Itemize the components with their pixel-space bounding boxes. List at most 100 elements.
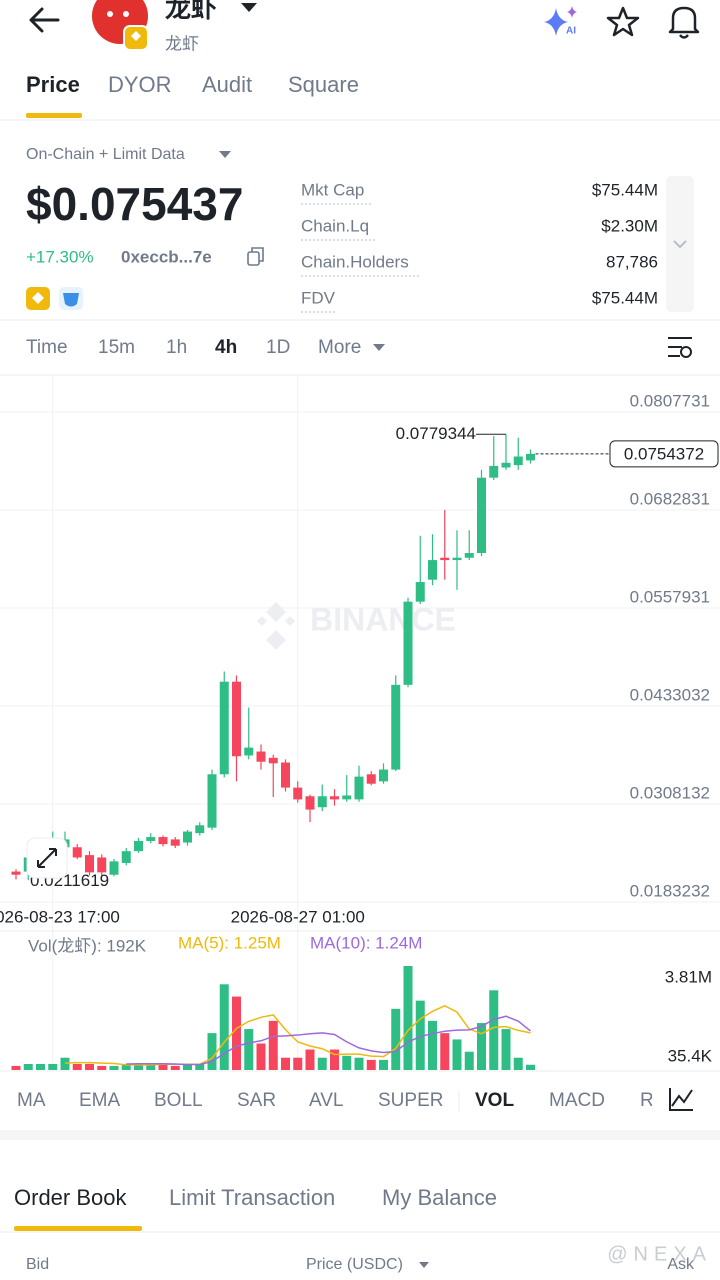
ai-button[interactable]: AI bbox=[544, 6, 577, 37]
interval[interactable]: 15m bbox=[98, 337, 135, 358]
stat-label[interactable]: Chain.Holders bbox=[301, 252, 409, 271]
indicator-tab[interactable]: AVL bbox=[309, 1090, 344, 1111]
y-tick-label: 0.0807731 bbox=[630, 391, 710, 410]
indicator-tab[interactable]: BOLL bbox=[154, 1090, 203, 1111]
candle-body bbox=[134, 840, 143, 852]
candle-body bbox=[342, 795, 352, 800]
volume-bar bbox=[452, 1039, 462, 1070]
y-tick-label: 0.0183232 bbox=[630, 881, 710, 900]
indicator-tab[interactable]: SUPER bbox=[378, 1090, 443, 1111]
volume-bar bbox=[146, 1063, 156, 1070]
back-button[interactable] bbox=[29, 7, 60, 33]
y-tick-label: 0.0433032 bbox=[630, 685, 710, 704]
binance-watermark-logo bbox=[257, 602, 295, 650]
interval[interactable]: 4h bbox=[215, 337, 237, 358]
candle-body bbox=[330, 796, 339, 800]
column-header: Ask bbox=[667, 1256, 695, 1273]
volume-bar bbox=[526, 1064, 535, 1070]
candle-body bbox=[526, 453, 535, 461]
ma5-legend: MA(5): 1.25M bbox=[178, 933, 281, 952]
candle-body bbox=[158, 837, 168, 845]
volume-bar bbox=[60, 1057, 70, 1070]
candle-body bbox=[97, 857, 107, 873]
volume-bar bbox=[330, 1049, 339, 1070]
volume-bar bbox=[403, 966, 413, 1070]
volume-bar bbox=[36, 1063, 45, 1070]
indicator-tab[interactable]: EMA bbox=[79, 1090, 121, 1111]
candle-body bbox=[317, 796, 327, 808]
column-header[interactable]: Price (USDC) bbox=[306, 1256, 403, 1273]
volume-bar bbox=[464, 1051, 474, 1070]
candle-body bbox=[415, 582, 425, 602]
contract-address: 0xeccb...7e bbox=[121, 247, 212, 266]
candle-body bbox=[219, 681, 229, 775]
indicator-settings[interactable] bbox=[669, 1088, 693, 1111]
stat-value: $75.44M bbox=[592, 288, 658, 307]
stat-label[interactable]: Chain.Lq bbox=[301, 216, 369, 235]
x-tick-label: 2026-08-23 17:00 bbox=[0, 907, 120, 926]
interval[interactable]: More bbox=[318, 337, 361, 358]
last-price-box bbox=[609, 440, 719, 468]
volume-bar bbox=[489, 990, 499, 1070]
expand-stats[interactable] bbox=[666, 176, 694, 312]
chain-badge-glyph bbox=[32, 292, 44, 304]
candle-body bbox=[366, 774, 376, 784]
volume-tick-label: 35.4K bbox=[668, 1047, 713, 1066]
indicator-tab[interactable]: MA bbox=[17, 1090, 46, 1111]
volume-bar bbox=[379, 1059, 388, 1070]
dropdown-caret bbox=[219, 151, 231, 158]
volume-bar bbox=[305, 1049, 315, 1070]
volume-chart: Vol(龙虾): 192K MA(5): 1.25M MA(10): 1.24M… bbox=[11, 933, 713, 1070]
fullscreen-button[interactable] bbox=[26, 837, 68, 879]
tab[interactable]: DYOR bbox=[108, 72, 172, 97]
stat-label[interactable]: Mkt Cap bbox=[301, 180, 364, 199]
candle-body bbox=[281, 762, 290, 788]
tab-indicator bbox=[26, 113, 82, 118]
dropdown-caret bbox=[373, 344, 385, 351]
stat-value: 87,786 bbox=[606, 252, 658, 271]
candle-body bbox=[440, 557, 450, 561]
stat-value: $2.30M bbox=[601, 216, 658, 235]
volume-bar bbox=[366, 1059, 376, 1070]
bottom-tab[interactable]: My Balance bbox=[382, 1185, 497, 1210]
platform-badge-glyph bbox=[63, 293, 79, 307]
volume-bar bbox=[134, 1063, 143, 1070]
stat-label[interactable]: FDV bbox=[301, 288, 336, 307]
chart-settings[interactable] bbox=[668, 337, 692, 358]
tab-indicator bbox=[14, 1226, 142, 1231]
interval[interactable]: Time bbox=[26, 337, 68, 358]
dropdown-caret[interactable] bbox=[241, 3, 257, 12]
interval[interactable]: 1D bbox=[266, 337, 290, 358]
indicator-tab[interactable]: SAR bbox=[237, 1090, 276, 1111]
volume-bar bbox=[477, 1023, 486, 1070]
tab[interactable]: Square bbox=[288, 72, 359, 97]
interval[interactable]: 1h bbox=[166, 337, 187, 358]
last-price-label: 0.0754372 bbox=[624, 444, 704, 463]
token-avatar bbox=[92, 0, 149, 51]
favorite-button[interactable] bbox=[606, 6, 640, 37]
data-source[interactable]: On-Chain + Limit Data bbox=[26, 146, 185, 163]
ma10-legend: MA(10): 1.24M bbox=[310, 933, 422, 952]
candle-body bbox=[109, 861, 119, 875]
volume-bar bbox=[415, 1000, 425, 1070]
candle-body bbox=[464, 553, 474, 558]
volume-bar bbox=[354, 1057, 364, 1070]
volume-bar bbox=[121, 1063, 131, 1070]
tab[interactable]: Audit bbox=[202, 72, 252, 97]
copy-button[interactable] bbox=[247, 247, 264, 266]
candle-body bbox=[146, 837, 156, 841]
volume-legend: Vol(龙虾): 192K bbox=[28, 936, 147, 955]
volume-bar bbox=[440, 1033, 450, 1070]
tab[interactable]: Price bbox=[26, 72, 80, 97]
section-gap bbox=[0, 1130, 720, 1140]
volume-bar bbox=[11, 1065, 21, 1070]
indicator-tab[interactable]: MACD bbox=[549, 1090, 605, 1111]
candle-body bbox=[11, 871, 21, 875]
notification-button[interactable] bbox=[668, 6, 700, 39]
candle-body bbox=[256, 751, 266, 762]
bottom-tab[interactable]: Order Book bbox=[14, 1185, 127, 1210]
volume-bar bbox=[72, 1063, 82, 1070]
volume-bar bbox=[195, 1063, 205, 1070]
bottom-tab[interactable]: Limit Transaction bbox=[169, 1185, 335, 1210]
indicator-tab[interactable]: VOL bbox=[475, 1090, 514, 1111]
